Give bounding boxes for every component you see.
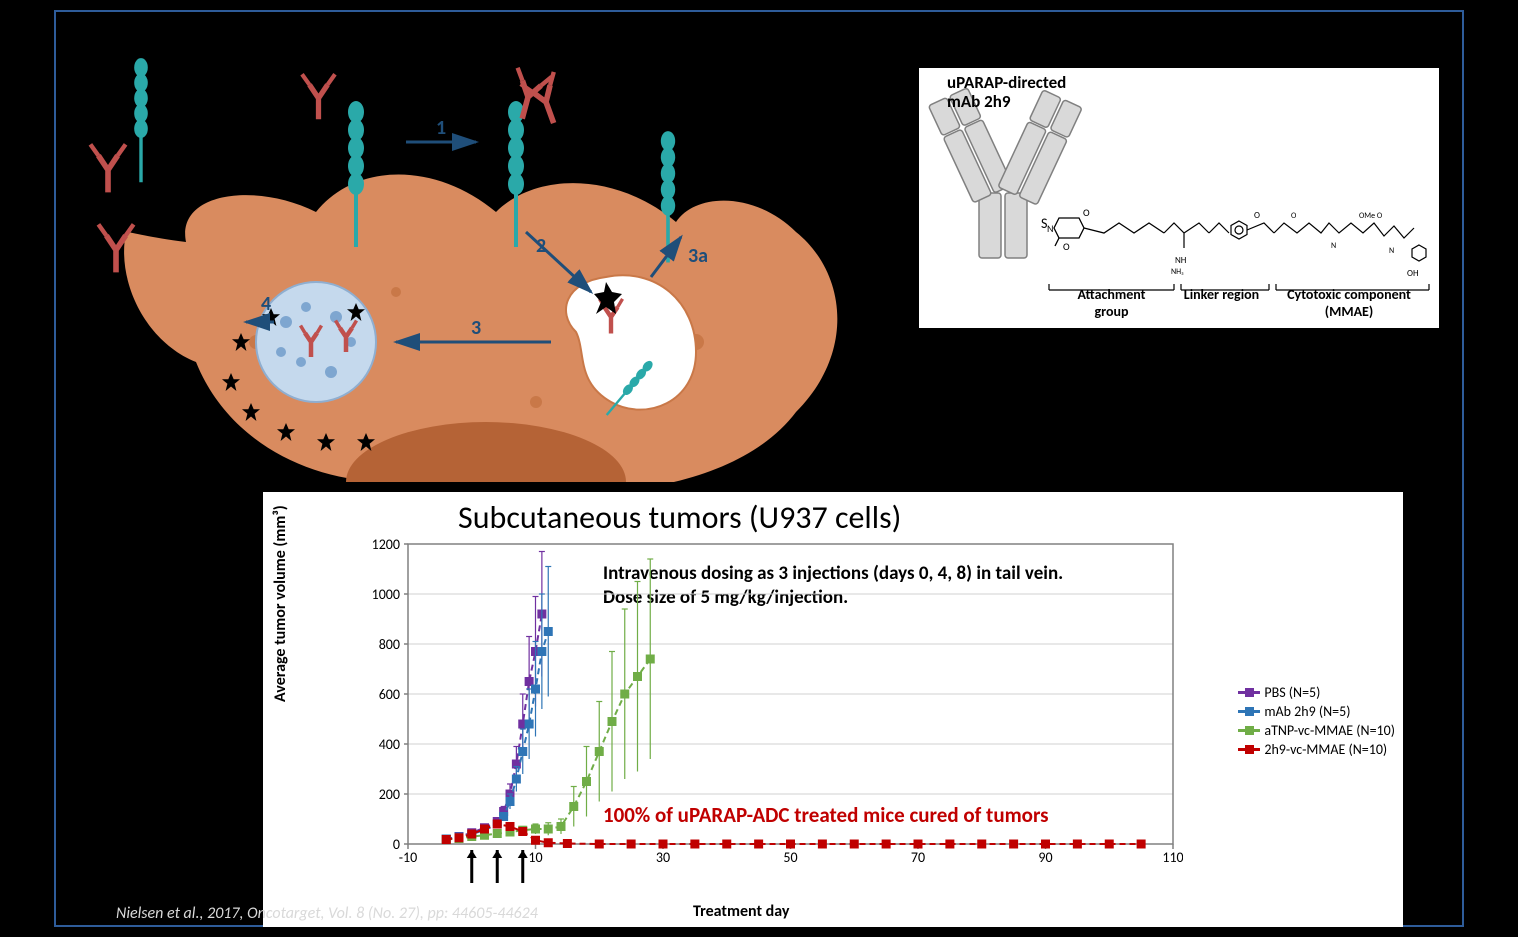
svg-text:N: N bbox=[1331, 241, 1336, 251]
svg-text:1200: 1200 bbox=[372, 536, 400, 553]
tumor-chart-panel: Subcutaneous tumors (U937 cells) Average… bbox=[263, 492, 1403, 927]
svg-text:N: N bbox=[1047, 222, 1053, 235]
svg-text:O: O bbox=[1063, 240, 1070, 253]
step-3: 3 bbox=[471, 316, 481, 340]
step-4: 4 bbox=[261, 292, 271, 316]
svg-text:200: 200 bbox=[379, 786, 400, 803]
svg-text:10: 10 bbox=[528, 849, 542, 866]
svg-text:O: O bbox=[1083, 206, 1090, 219]
svg-text:30: 30 bbox=[656, 849, 670, 866]
svg-text:110: 110 bbox=[1162, 849, 1183, 866]
svg-text:800: 800 bbox=[379, 636, 400, 653]
step-3a: 3a bbox=[688, 244, 708, 268]
slide-frame: 1 2 3 3a 4 uPARAP-directedmAb 2h9 bbox=[54, 10, 1464, 927]
mechanism-diagram: 1 2 3 3a 4 bbox=[56, 42, 876, 482]
step-2: 2 bbox=[536, 234, 546, 258]
svg-text:90: 90 bbox=[1038, 849, 1052, 866]
svg-text:50: 50 bbox=[783, 849, 797, 866]
svg-text:O: O bbox=[1254, 210, 1260, 221]
svg-text:70: 70 bbox=[911, 849, 925, 866]
y-axis-label: Average tumor volume (mm³) bbox=[271, 505, 290, 702]
legend-item: 2h9-vc-MMAE (N=10) bbox=[1238, 741, 1395, 758]
svg-text:NH: NH bbox=[1175, 255, 1186, 266]
svg-text:1000: 1000 bbox=[372, 586, 400, 603]
svg-text:600: 600 bbox=[379, 686, 400, 703]
tumor-chart: 020040060080010001200-101030507090110 bbox=[353, 534, 1183, 889]
adc-structure-panel: uPARAP-directedmAb 2h9 bbox=[919, 68, 1439, 328]
step-1: 1 bbox=[436, 116, 446, 140]
svg-text:OH: OH bbox=[1407, 268, 1419, 279]
legend-item: mAb 2h9 (N=5) bbox=[1238, 703, 1395, 720]
legend-item: PBS (N=5) bbox=[1238, 684, 1395, 701]
svg-text:NH₂: NH₂ bbox=[1171, 267, 1184, 277]
svg-text:400: 400 bbox=[379, 736, 400, 753]
legend-item: aTNP-vc-MMAE (N=10) bbox=[1238, 722, 1395, 739]
svg-text:-10: -10 bbox=[399, 849, 417, 866]
reference-citation: Nielsen et al., 2017, Oncotarget, Vol. 8… bbox=[116, 904, 538, 923]
mab-label: uPARAP-directedmAb 2h9 bbox=[947, 74, 1066, 111]
x-axis-label: Treatment day bbox=[693, 902, 789, 921]
svg-text:O: O bbox=[1291, 211, 1297, 221]
chart-title: Subcutaneous tumors (U937 cells) bbox=[458, 498, 901, 537]
svg-text:OMe O: OMe O bbox=[1359, 211, 1383, 221]
adc-region-labels: Attachmentgroup Linker region Cytotoxic … bbox=[919, 286, 1439, 320]
svg-text:N: N bbox=[1389, 246, 1394, 256]
chart-legend: PBS (N=5) mAb 2h9 (N=5) aTNP-vc-MMAE (N=10… bbox=[1238, 682, 1395, 760]
